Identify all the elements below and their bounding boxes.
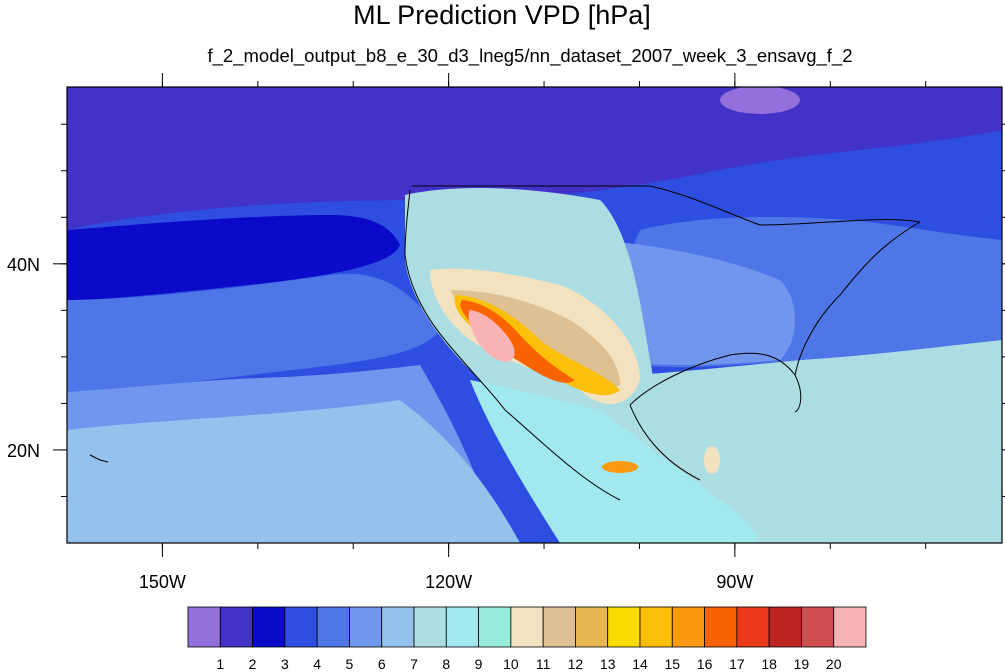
- us-west-coast: [404, 189, 506, 411]
- colorbar-swatch: [316, 606, 350, 648]
- vpd-spot-high-arctic: [720, 87, 800, 114]
- us-east-coast: [794, 221, 921, 376]
- us-canada-border: [412, 185, 921, 226]
- colorbar-swatch: [413, 606, 447, 648]
- lon-labels: 150W 120W 90W: [139, 572, 753, 592]
- hawaii: [89, 454, 109, 463]
- colorbar-label: 17: [729, 656, 745, 672]
- mexico-coast: [504, 404, 701, 501]
- colorbar-swatch: [381, 606, 415, 648]
- vpd-spot-yucatan-gulf: [602, 461, 638, 473]
- colorbar: [187, 606, 867, 648]
- colorbar-label: 12: [568, 656, 584, 672]
- colorbar-label: 5: [346, 656, 354, 672]
- colorbar-label: 1: [216, 656, 224, 672]
- colorbar-swatch: [219, 606, 253, 648]
- colorbar-swatch: [768, 606, 802, 648]
- lat-tick-label: 40N: [7, 255, 40, 275]
- colorbar-swatch: [252, 606, 286, 648]
- colorbar-label: 6: [378, 656, 386, 672]
- map-frame: [66, 86, 1003, 544]
- colorbar-label: 10: [503, 656, 519, 672]
- colorbar-swatch: [575, 606, 609, 648]
- colorbar-swatch: [349, 606, 383, 648]
- map-ticks: [53, 73, 1005, 557]
- map-plot-area: 150W 120W 90W 40N 20N: [7, 73, 1005, 592]
- vpd-band-subtropic: [67, 400, 520, 543]
- colorbar-swatch: [542, 606, 576, 648]
- vpd-region-midwest: [596, 240, 795, 365]
- colorbar-swatch: [801, 606, 835, 648]
- lat-tick-label: 20N: [7, 441, 40, 461]
- colorbar-swatch: [510, 606, 544, 648]
- colorbar-label: 9: [475, 656, 483, 672]
- colorbar-label: 19: [794, 656, 810, 672]
- colorbar-label: 8: [442, 656, 450, 672]
- colorbar-label: 13: [600, 656, 616, 672]
- colorbar-swatch: [187, 606, 221, 648]
- coastlines: [89, 185, 921, 501]
- colorbar-swatch: [833, 606, 867, 648]
- lon-tick-label: 120W: [425, 572, 472, 592]
- vpd-spot-mexico-east: [704, 446, 720, 474]
- lon-tick-label: 150W: [139, 572, 186, 592]
- vpd-region-desert-max: [468, 310, 515, 362]
- colorbar-label: 2: [249, 656, 257, 672]
- colorbar-label: 7: [410, 656, 418, 672]
- lat-labels: 40N 20N: [7, 255, 40, 461]
- colorbar-swatch: [478, 606, 512, 648]
- colorbar-label: 16: [697, 656, 713, 672]
- us-gulf-coast: [629, 352, 802, 413]
- colorbar-label: 11: [536, 656, 551, 672]
- vpd-band-pacific-north: [67, 87, 1002, 230]
- colorbar-label: 18: [761, 656, 777, 672]
- lon-tick-label: 90W: [716, 572, 753, 592]
- vpd-band-deep: [67, 215, 400, 300]
- colorbar-label: 20: [826, 656, 842, 672]
- colorbar-swatch: [445, 606, 479, 648]
- colorbar-swatch: [704, 606, 738, 648]
- colorbar-label: 15: [664, 656, 680, 672]
- colorbar-labels: 1 2 3 4 5 6 7 8 9 10 11 12 13 14 15 16 17 18 19 20: [216, 656, 841, 672]
- colorbar-label: 4: [313, 656, 321, 672]
- colorbar-swatch: [284, 606, 318, 648]
- map-title: ML Prediction VPD [hPa]: [353, 0, 651, 30]
- vpd-band-pacific-mid: [67, 273, 440, 392]
- colorbar-swatch: [639, 606, 673, 648]
- colorbar-swatch: [736, 606, 770, 648]
- map-subtitle: f_2_model_output_b8_e_30_d3_lneg5/nn_dat…: [208, 45, 853, 67]
- colorbar-swatch: [671, 606, 705, 648]
- colorbar-label: 14: [632, 656, 648, 672]
- colorbar-swatch: [607, 606, 641, 648]
- colorbar-label: 3: [281, 656, 289, 672]
- vpd-field: [67, 87, 1002, 543]
